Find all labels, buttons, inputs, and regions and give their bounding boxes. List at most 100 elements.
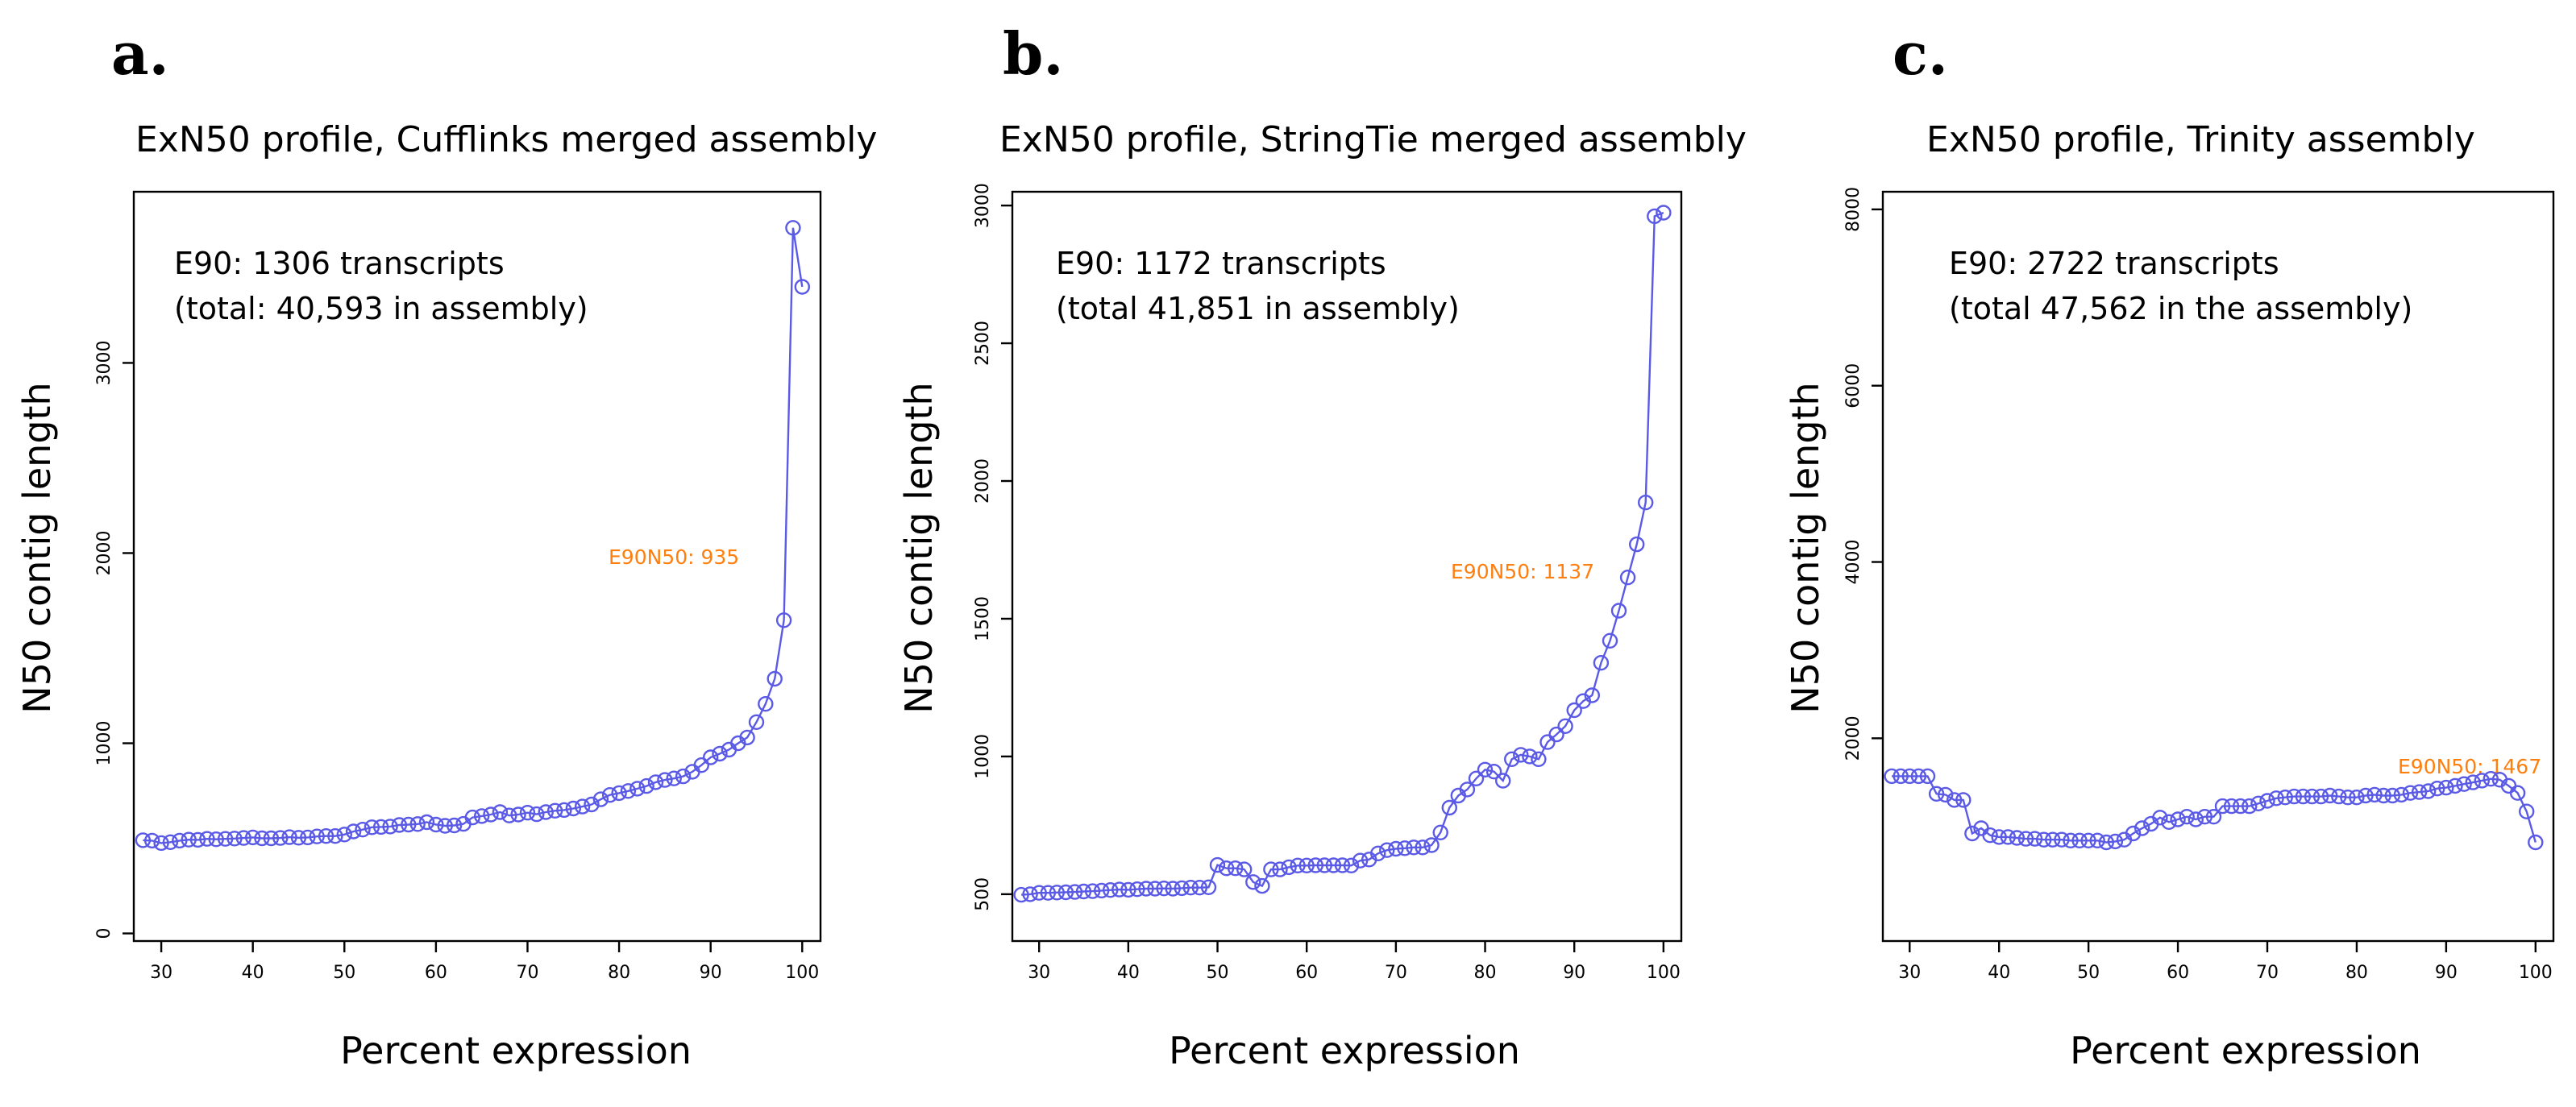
data-point (1584, 687, 1601, 703)
data-point (483, 806, 499, 823)
data-point (245, 829, 261, 846)
data-point (1290, 857, 1306, 874)
y-axis-label: N50 contig length (15, 382, 59, 713)
data-point (162, 834, 179, 851)
data-point (1397, 840, 1413, 856)
y-tick-label: 2000 (973, 458, 993, 504)
data-point (1610, 603, 1627, 619)
data-point (629, 781, 646, 797)
data-point (1602, 632, 1618, 649)
data-point (584, 796, 600, 813)
data-point (2277, 790, 2293, 806)
data-point (309, 828, 325, 844)
data-point (1298, 857, 1315, 874)
data-point (2250, 795, 2266, 811)
y-tick-label: 2000 (1843, 715, 1863, 761)
data-point (300, 829, 316, 846)
data-point (1334, 857, 1351, 873)
data-point (1182, 879, 1199, 896)
data-point (1236, 861, 1253, 877)
data-point (1884, 768, 1900, 785)
chart-title: ExN50 profile, Trinity assembly (1926, 119, 2475, 160)
data-point (2242, 798, 2258, 815)
data-point (1316, 857, 1333, 873)
data-point (1325, 857, 1342, 873)
data-point (263, 830, 280, 847)
data-point (703, 749, 719, 765)
data-point (143, 832, 160, 849)
x-tick-label: 80 (608, 963, 630, 983)
data-point (336, 827, 352, 843)
data-point (1485, 764, 1502, 780)
data-point (1432, 824, 1448, 841)
y-tick-label: 3000 (973, 183, 993, 228)
data-point (401, 816, 417, 833)
data-point (1964, 825, 1980, 842)
panel-a: a. ExN50 profile, Cufflinks merged assem… (15, 19, 877, 1072)
data-point (510, 806, 526, 823)
data-point (2170, 811, 2186, 827)
data-point (1415, 840, 1431, 856)
data-point (2509, 785, 2526, 801)
data-point (172, 832, 188, 849)
data-point (2089, 832, 2105, 849)
data-point (1468, 770, 1485, 786)
data-point (2429, 781, 2445, 797)
y-tick-label: 4000 (1843, 540, 1863, 585)
x-tick-label: 30 (1898, 963, 1921, 983)
data-point (1946, 792, 1963, 808)
data-point (281, 829, 297, 845)
data-point (2000, 829, 2017, 845)
data-point (1147, 881, 1163, 897)
data-point (1379, 842, 1395, 858)
x-tick-label: 80 (2345, 963, 2368, 983)
data-point (226, 831, 243, 847)
data-point (2134, 820, 2150, 836)
data-point (1548, 726, 1564, 743)
chart-title: ExN50 profile, Cufflinks merged assembly (135, 119, 877, 160)
annotation-line-1: E90: 1306 transcripts (174, 246, 505, 281)
data-point (2312, 788, 2329, 805)
data-point (1084, 883, 1101, 899)
data-point (2331, 788, 2347, 805)
data-point (272, 830, 289, 846)
data-point (382, 819, 398, 835)
panel-b: b. ExN50 profile, StringTie merged assem… (897, 19, 1747, 1072)
data-point (739, 729, 755, 746)
data-point (2045, 831, 2061, 848)
x-tick-label: 30 (1028, 963, 1050, 983)
x-tick-label: 50 (333, 963, 355, 983)
data-point (2304, 788, 2320, 805)
annotation-line-1: E90: 2722 transcripts (1949, 246, 2279, 281)
data-point (2447, 777, 2463, 794)
data-point (1102, 881, 1119, 898)
data-point (153, 835, 169, 852)
data-point (2009, 830, 2025, 846)
data-point (1628, 536, 1645, 553)
panel-letter: a. (111, 19, 169, 88)
data-point (492, 804, 509, 820)
data-point (1093, 882, 1110, 899)
data-point (2420, 783, 2437, 799)
data-point (345, 823, 362, 840)
data-point (428, 816, 444, 833)
data-point (1459, 782, 1476, 798)
data-point (373, 819, 389, 835)
e90n50-label: E90N50: 1137 (1451, 560, 1594, 583)
x-tick-label: 90 (1563, 963, 1585, 983)
data-point (592, 791, 609, 807)
data-point (2474, 773, 2491, 789)
data-point (1254, 877, 1270, 894)
data-point (2259, 793, 2275, 809)
data-point (748, 714, 765, 730)
data-point (1893, 768, 1909, 785)
e90n50-label: E90N50: 1467 (2398, 755, 2541, 778)
data-point (602, 787, 618, 803)
data-point (1406, 840, 1422, 856)
data-point (657, 772, 673, 788)
x-tick-label: 50 (1207, 963, 1229, 983)
data-point (1209, 856, 1226, 873)
data-point (135, 832, 152, 848)
data-point (2232, 798, 2249, 815)
data-point (2196, 809, 2213, 825)
